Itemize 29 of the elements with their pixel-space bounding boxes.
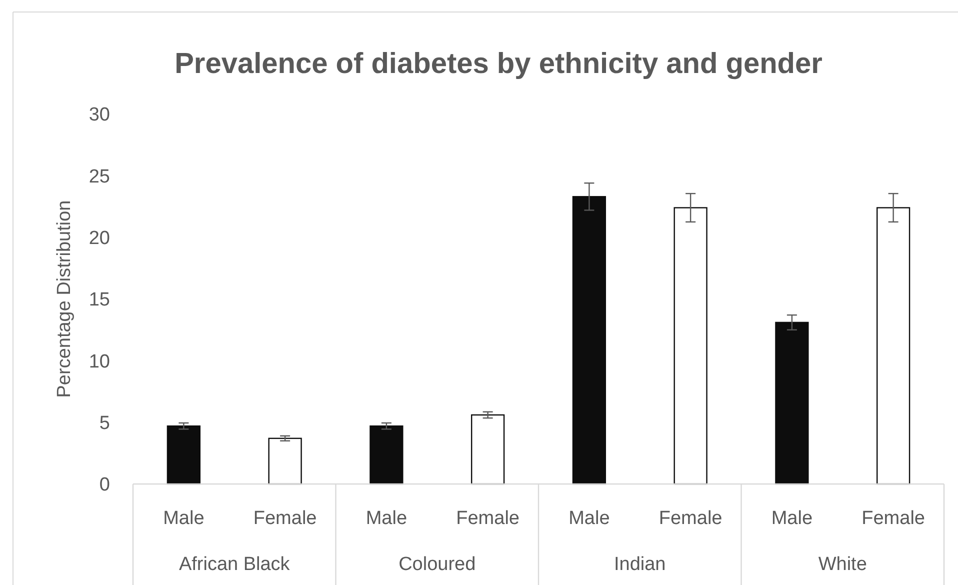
y-tick-label: 10 bbox=[88, 351, 110, 372]
x-tick-label: Female bbox=[456, 508, 520, 529]
x-tick-label: Female bbox=[253, 508, 317, 529]
y-tick-label: 30 bbox=[88, 104, 110, 126]
bar bbox=[572, 196, 606, 485]
x-tick-label: Male bbox=[771, 508, 813, 529]
y-tick-label: 15 bbox=[88, 290, 110, 311]
bar bbox=[370, 425, 404, 485]
y-tick-label: 5 bbox=[99, 412, 110, 434]
text: Coloured bbox=[398, 554, 476, 575]
bar bbox=[775, 322, 809, 485]
bar bbox=[470, 414, 505, 485]
chart-title: Prevalence of diabetes by ethnicity and gender bbox=[174, 48, 822, 80]
y-tick-label: 0 bbox=[99, 474, 110, 496]
y-tick-label: 20 bbox=[88, 228, 110, 249]
bar bbox=[166, 425, 201, 485]
bar bbox=[876, 207, 910, 485]
x-tick-label: Male bbox=[163, 508, 204, 529]
text: Indian bbox=[614, 554, 666, 575]
x-tick-label: Male bbox=[568, 508, 610, 529]
bar bbox=[674, 207, 708, 485]
x-tick-label: Female bbox=[862, 508, 925, 529]
x-tick-label: Female bbox=[658, 508, 722, 529]
y-axis-title: Percentage Distribution bbox=[54, 200, 75, 398]
bar bbox=[268, 438, 302, 485]
x-tick-label: Male bbox=[366, 508, 408, 529]
y-tick-label: 25 bbox=[88, 166, 110, 188]
text: African Black bbox=[178, 554, 290, 575]
text: White bbox=[818, 554, 867, 575]
